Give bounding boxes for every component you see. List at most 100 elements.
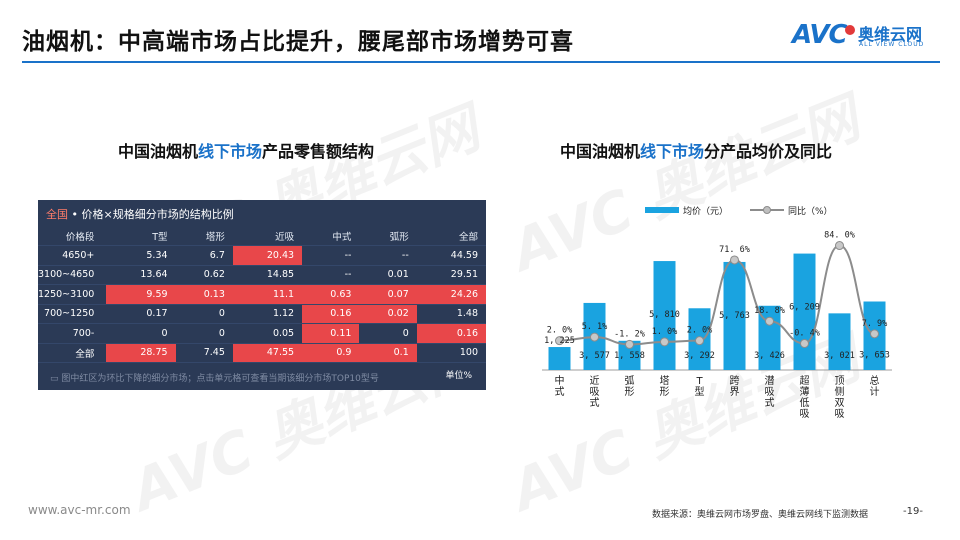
bar-value-label: 3, 426 [754,351,785,361]
yoy-label: 84. 0% [824,231,855,241]
logo-wordmark: AVC [792,20,848,50]
table-heading-text: • 价格×规格细分市场的结构比例 [68,208,234,221]
table-footnote-text: 图中红区为环比下降的细分市场；点击单元格可查看当期该细分市场TOP10型号 [61,374,379,384]
logo-dot-icon [845,25,855,35]
right-title-prefix: 中国油烟机 [560,142,641,161]
table-cell[interactable]: -- [359,245,417,266]
table-cell[interactable]: 0.63 [302,284,360,305]
table-cell[interactable]: 0.17 [106,304,176,324]
table-row: 4650+ 5.34 6.7 20.43 -- -- 44.59 [38,245,486,266]
table-cell[interactable]: 0.11 [302,323,360,344]
table-cell[interactable]: 11.1 [232,284,303,305]
table-cell[interactable]: 0.01 [359,265,417,285]
x-tick-label: 型 [695,385,705,398]
table-cell[interactable]: 5.34 [106,245,176,266]
x-tick-label: T [695,376,703,387]
table-cell[interactable]: 0.16 [302,304,360,324]
table-cell[interactable]: 0 [359,323,417,344]
x-tick-label: 塔 [660,374,670,387]
left-section-title: 中国油烟机线下市场产品零售额结构 [118,138,374,162]
table-row: 全部 28.75 7.45 47.55 0.9 0.1 100 [38,343,486,363]
table-cell[interactable]: 0 [175,304,233,324]
yoy-point [730,255,739,265]
bar-value-label: 5, 763 [719,311,750,321]
table-scope-selector[interactable]: 全国 [46,208,68,221]
x-tick-label: 界 [730,386,740,398]
table-row: 3100~4650 13.64 0.62 14.85 -- 0.01 29.51 [38,265,486,285]
right-section-title: 中国油烟机线下市场分产品均价及同比 [560,138,832,162]
table-cell[interactable]: 0.02 [359,304,417,324]
title-divider [22,61,940,63]
legend-marker-line [763,206,771,214]
x-tick-label: 薄 [800,385,810,398]
table-cell[interactable]: -- [302,265,360,285]
x-tick-label: 吸 [835,409,845,420]
table-row-label: 700- [38,323,107,344]
yoy-point [625,339,634,349]
footer-url[interactable]: www.avc-mr.com [28,503,131,517]
table-cell[interactable]: 0.1 [359,343,417,363]
table-cell[interactable]: 0 [106,323,176,344]
table-column-header: 全部 [416,226,486,246]
table-cell[interactable]: 47.55 [232,343,303,363]
table-cell[interactable]: 0 [175,323,233,344]
table-cell[interactable]: 44.59 [416,245,486,266]
yoy-label: 2. 0% [547,326,573,336]
right-title-suffix: 分产品均价及同比 [704,142,833,161]
table-cell[interactable]: 0.07 [359,284,417,305]
yoy-label: 7. 9% [862,319,888,329]
left-title-highlight: 线下市场 [198,142,263,161]
table-cell[interactable]: 1.48 [416,304,486,324]
bar-value-label: 3, 292 [684,351,715,361]
table-cell[interactable]: 9.59 [106,284,176,305]
table-cell[interactable]: 100 [416,343,486,363]
table-column-header: 中式 [302,226,360,246]
table-cell[interactable]: 0.13 [175,284,233,305]
bar-value-label: 6, 209 [789,303,820,313]
x-tick-label: 吸 [590,387,600,398]
table-row-label: 全部 [38,343,107,363]
table-row-label: 1250~3100 [38,284,107,305]
table-cell[interactable]: 29.51 [416,265,486,285]
table-cell[interactable]: 6.7 [175,245,233,266]
table-cell[interactable]: -- [302,245,360,266]
x-tick-label: 吸 [765,387,775,398]
x-tick-label: 潜 [765,374,775,387]
table-cell[interactable]: 0.62 [175,265,233,285]
price-yoy-chart: 均价（元） 同比（%） 1, 225 3, 577 1, 558 5, 810 3, 292… [542,205,892,420]
table-row: 1250~3100 9.59 0.13 11.1 0.63 0.07 24.26 [38,284,486,305]
table-cell[interactable]: 0.9 [302,343,360,363]
table-cell[interactable]: 28.75 [106,343,176,363]
bar-value-label: 3, 577 [579,351,610,361]
table-cell[interactable]: 0.16 [416,323,486,344]
left-title-suffix: 产品零售额结构 [262,142,375,161]
bar [723,261,746,370]
table-cell[interactable]: 14.85 [232,265,303,285]
table-header-price-band: 价格段 [38,226,107,246]
table-cell[interactable]: 7.45 [175,343,233,363]
x-tick-label: 低 [800,396,810,409]
table-cell[interactable]: 1.12 [232,304,303,324]
table-column-header: 塔形 [175,226,233,246]
yoy-label: 71. 6% [719,245,750,255]
x-tick-label: 近 [590,374,600,387]
x-tick-label: 形 [625,386,635,398]
yoy-label: 2. 0% [687,326,713,336]
table-cell[interactable]: 20.43 [232,245,303,266]
x-tick-label: 总 [870,374,880,387]
table-cell[interactable]: 13.64 [106,265,176,285]
page-number: -19- [903,506,923,517]
yoy-point [835,241,844,251]
yoy-label: 18. 8% [754,306,785,316]
bar-value-label: 3, 021 [824,351,855,361]
yoy-point [695,336,704,346]
yoy-point [870,329,879,339]
yoy-label: -1. 2% [614,329,645,339]
yoy-label: -0. 4% [789,328,820,338]
table-cell[interactable]: 24.26 [416,284,486,305]
bar [618,340,641,370]
table-cell[interactable]: 0.05 [232,323,303,344]
x-tick-label: 式 [555,385,565,398]
table-unit: 单位% [445,371,472,381]
table-column-header: T型 [106,226,176,246]
